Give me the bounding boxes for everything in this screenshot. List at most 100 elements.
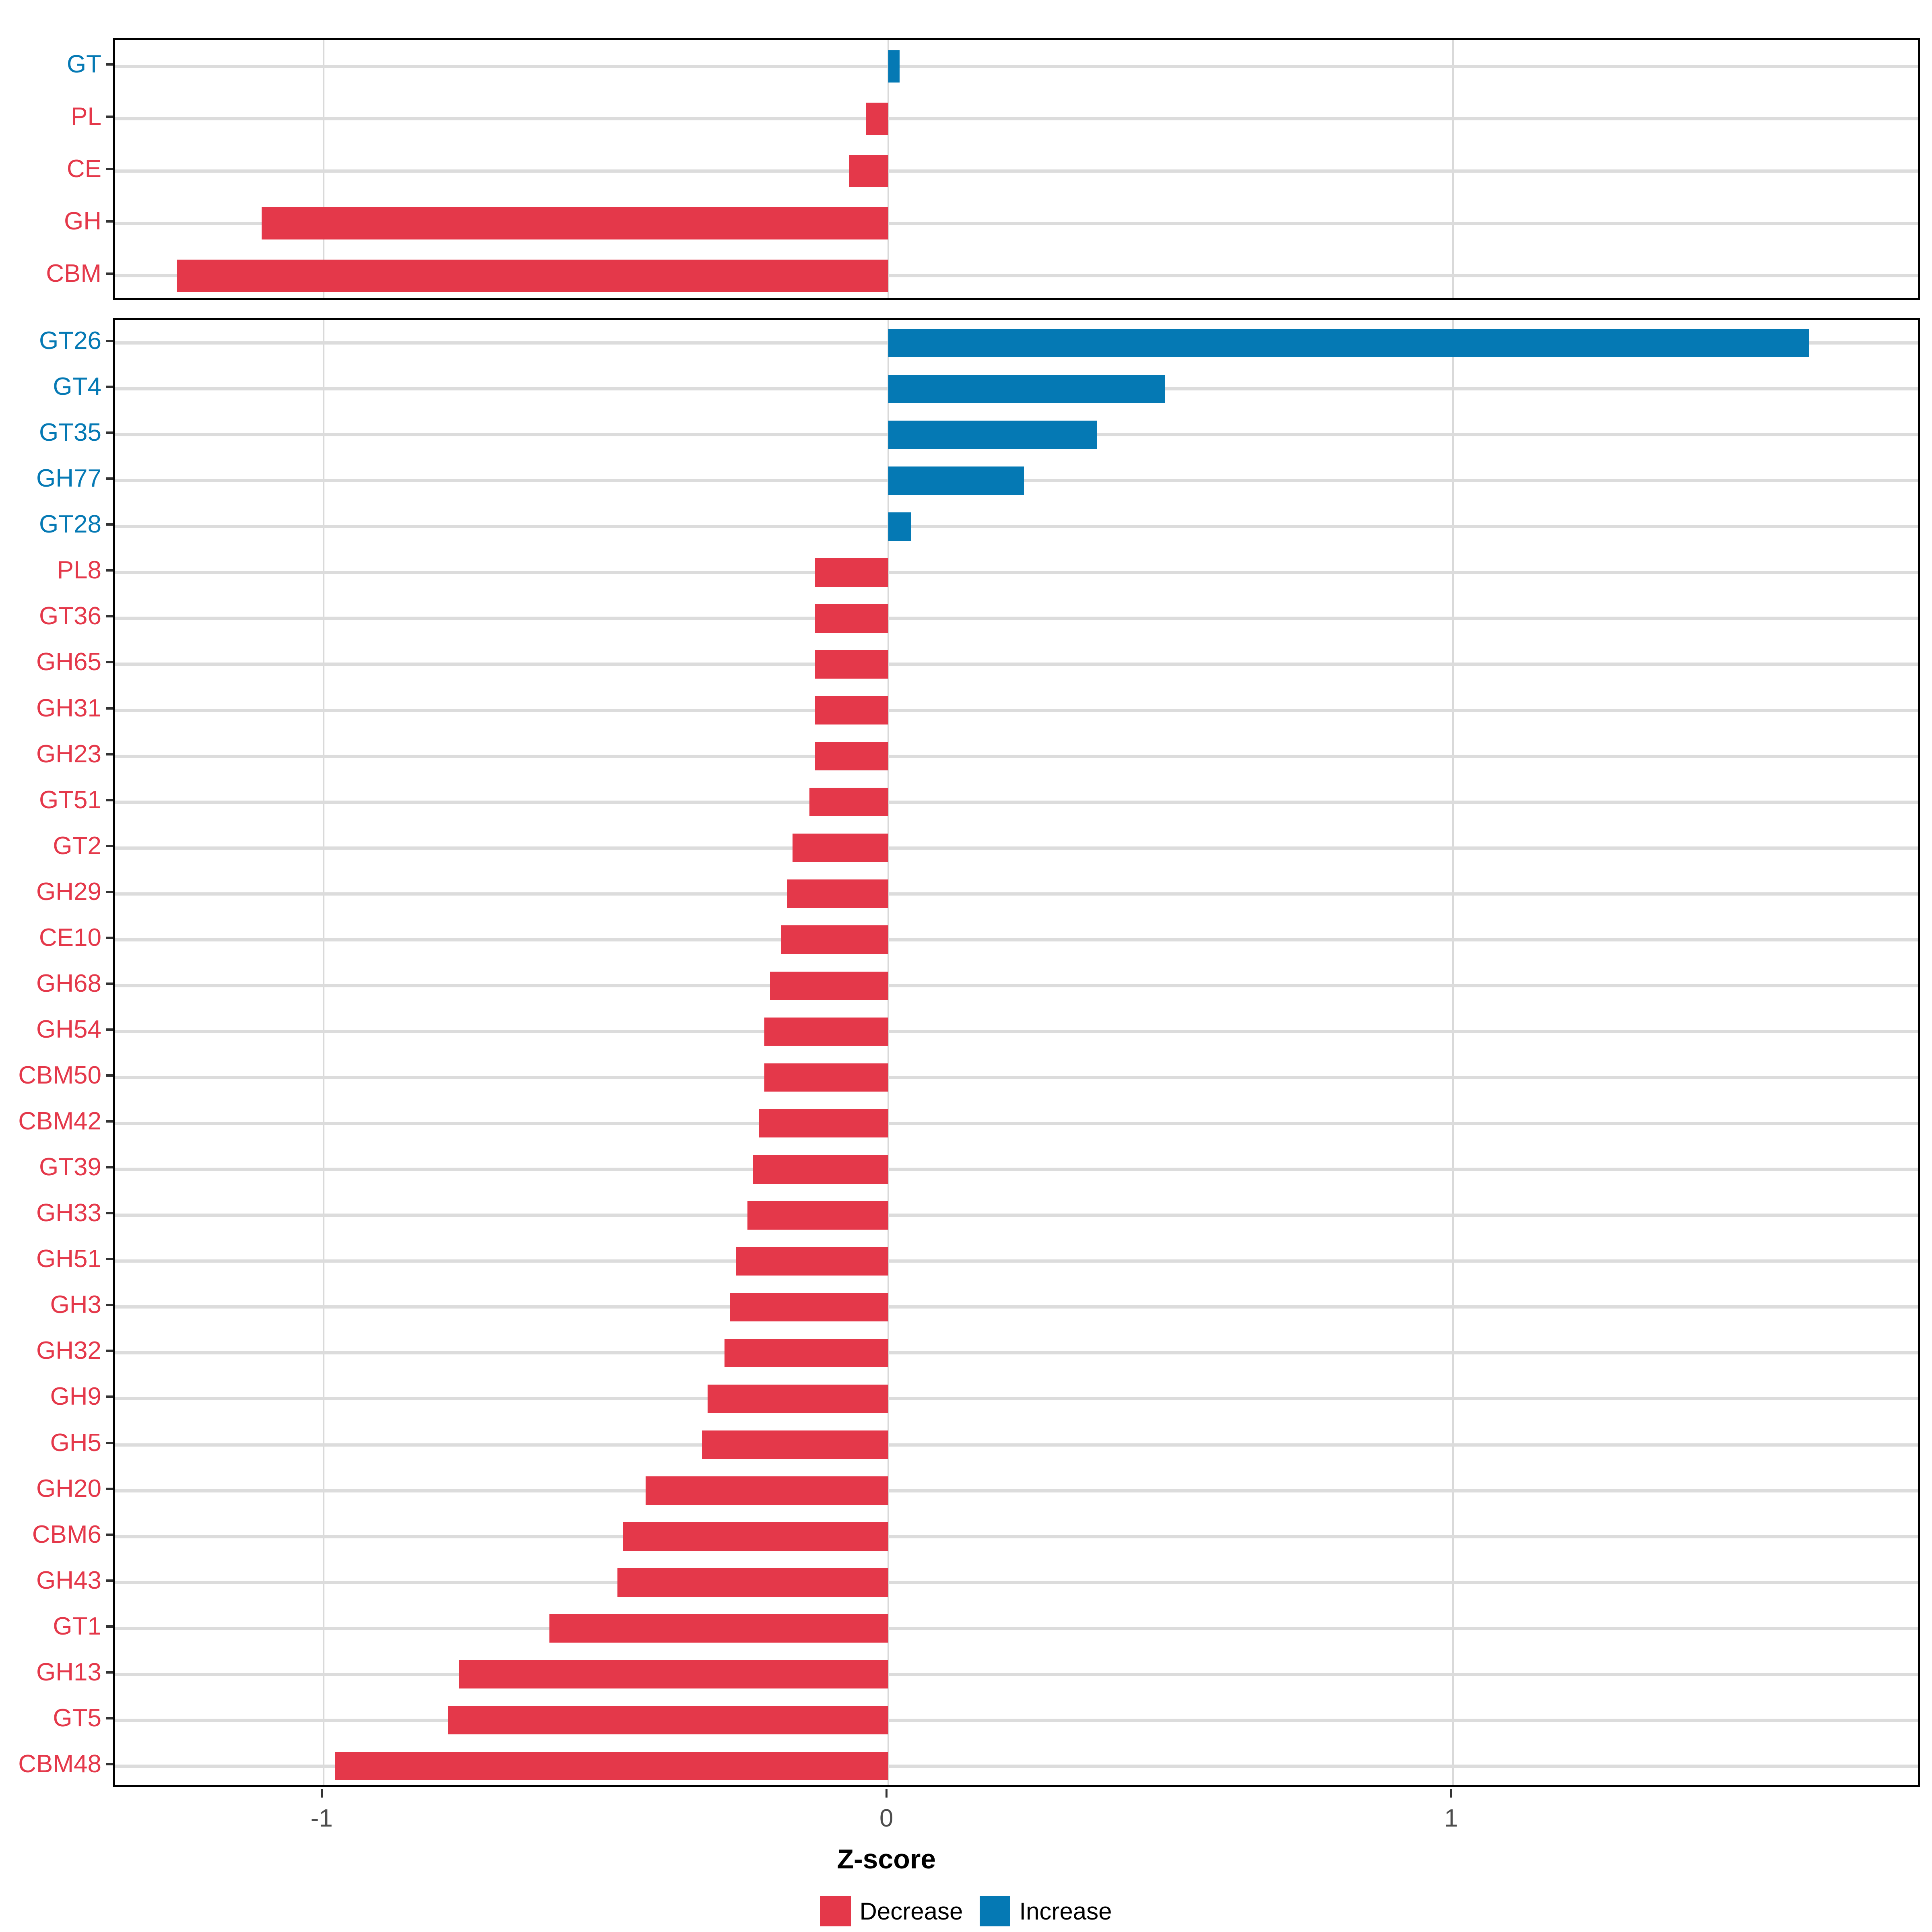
bar [448, 1706, 889, 1735]
bar [730, 1292, 889, 1321]
gridline-horizontal [115, 1581, 1918, 1584]
y-axis-tick [106, 707, 113, 710]
y-axis-tick [106, 1120, 113, 1123]
gridline-horizontal [115, 1672, 1918, 1676]
legend-item-increase[interactable]: Increase [980, 1896, 1112, 1926]
y-axis-label-gt5: GT5 [53, 1704, 101, 1732]
gridline-horizontal [115, 984, 1918, 987]
y-axis-label-cbm48: CBM48 [18, 1750, 101, 1778]
y-axis-label-ce10: CE10 [39, 923, 101, 952]
y-axis-tick [106, 1258, 113, 1261]
gridline-vertical [1452, 40, 1454, 298]
y-axis-tick [106, 1304, 113, 1307]
gridline-horizontal [115, 571, 1918, 574]
y-axis-label-cbm6: CBM6 [32, 1520, 101, 1548]
x-axis-tick-label: 0 [879, 1804, 894, 1832]
legend-label: Decrease [859, 1897, 963, 1925]
y-axis-tick [106, 340, 113, 343]
y-axis-label-gh65: GH65 [36, 648, 101, 676]
y-axis-tick [106, 799, 113, 801]
y-axis-label-gh20: GH20 [36, 1474, 101, 1503]
x-axis-tick [886, 1789, 888, 1798]
bar [866, 102, 889, 135]
gridline-horizontal [115, 1122, 1918, 1125]
y-axis-tick [106, 1487, 113, 1490]
y-axis-tick [106, 1028, 113, 1031]
bar [724, 1339, 889, 1367]
y-axis-label-gh13: GH13 [36, 1658, 101, 1686]
y-axis-label-pl8: PL8 [57, 556, 101, 584]
y-axis-tick [106, 386, 113, 388]
y-axis-label-gt1: GT1 [53, 1612, 101, 1640]
bar [758, 1109, 889, 1138]
y-axis-tick [106, 936, 113, 939]
gridline-horizontal [115, 169, 1918, 173]
y-axis-tick [106, 661, 113, 664]
y-axis-label-gh23: GH23 [36, 740, 101, 768]
y-axis-label-gt39: GT39 [39, 1153, 101, 1181]
gridline-vertical [1452, 320, 1454, 1785]
y-axis-label-pl: PL [71, 103, 101, 130]
bar [815, 604, 889, 633]
y-axis-label-gt35: GT35 [39, 419, 101, 447]
bar [786, 879, 889, 908]
y-axis-tick [106, 1717, 113, 1719]
y-axis-label-gt26: GT26 [39, 327, 101, 355]
y-axis-tick [106, 844, 113, 847]
x-axis-tick [1450, 1789, 1453, 1798]
bar [617, 1568, 889, 1597]
y-axis-label-ce: CE [66, 155, 101, 183]
bar [623, 1522, 889, 1551]
y-axis-tick [106, 272, 113, 275]
bar [764, 1063, 889, 1092]
gridline-horizontal [115, 754, 1918, 758]
y-axis-tick [106, 1350, 113, 1352]
bar [888, 374, 1165, 403]
gridline-horizontal [115, 1764, 1918, 1768]
gridline-vertical [323, 320, 325, 1785]
y-axis-tick [106, 1625, 113, 1628]
bar [335, 1752, 889, 1781]
legend-item-decrease[interactable]: Decrease [820, 1896, 963, 1926]
x-axis-tick [321, 1789, 323, 1798]
bar [849, 155, 889, 188]
y-axis-label-cbm50: CBM50 [18, 1061, 101, 1090]
bar [177, 259, 889, 292]
bar [815, 696, 889, 724]
bar [549, 1614, 889, 1643]
bar [815, 742, 889, 770]
y-axis-label-gt2: GT2 [53, 832, 101, 860]
y-axis-tick [106, 1533, 113, 1536]
bar [888, 328, 1809, 357]
gridline-horizontal [115, 274, 1918, 277]
y-axis-tick [106, 116, 113, 118]
gridline-horizontal [115, 222, 1918, 225]
y-axis-label-gh51: GH51 [36, 1245, 101, 1273]
y-axis-tick [106, 615, 113, 618]
legend-label: Increase [1019, 1897, 1112, 1925]
y-axis-tick [106, 890, 113, 893]
y-axis-label-gh: GH [64, 207, 101, 235]
y-axis-tick [106, 1395, 113, 1398]
y-axis-label-gh54: GH54 [36, 1015, 101, 1043]
bar [888, 466, 1024, 495]
bar [753, 1155, 889, 1184]
bar [888, 50, 900, 83]
bar [815, 650, 889, 679]
bar [888, 420, 1098, 449]
y-axis-tick [106, 569, 113, 572]
y-axis-tick [106, 982, 113, 985]
gridline-horizontal [115, 846, 1918, 850]
gridline-horizontal [115, 1030, 1918, 1033]
bar [781, 925, 889, 954]
gridline-horizontal [115, 1443, 1918, 1447]
gridline-horizontal [115, 1168, 1918, 1171]
y-axis-tick [106, 431, 113, 434]
bar [815, 558, 889, 587]
legend-swatch-decrease [820, 1896, 851, 1926]
gridline-horizontal [115, 1535, 1918, 1538]
gridline-horizontal [115, 1259, 1918, 1263]
y-axis-label-cbm: CBM [46, 260, 101, 287]
y-axis-tick [106, 1671, 113, 1674]
